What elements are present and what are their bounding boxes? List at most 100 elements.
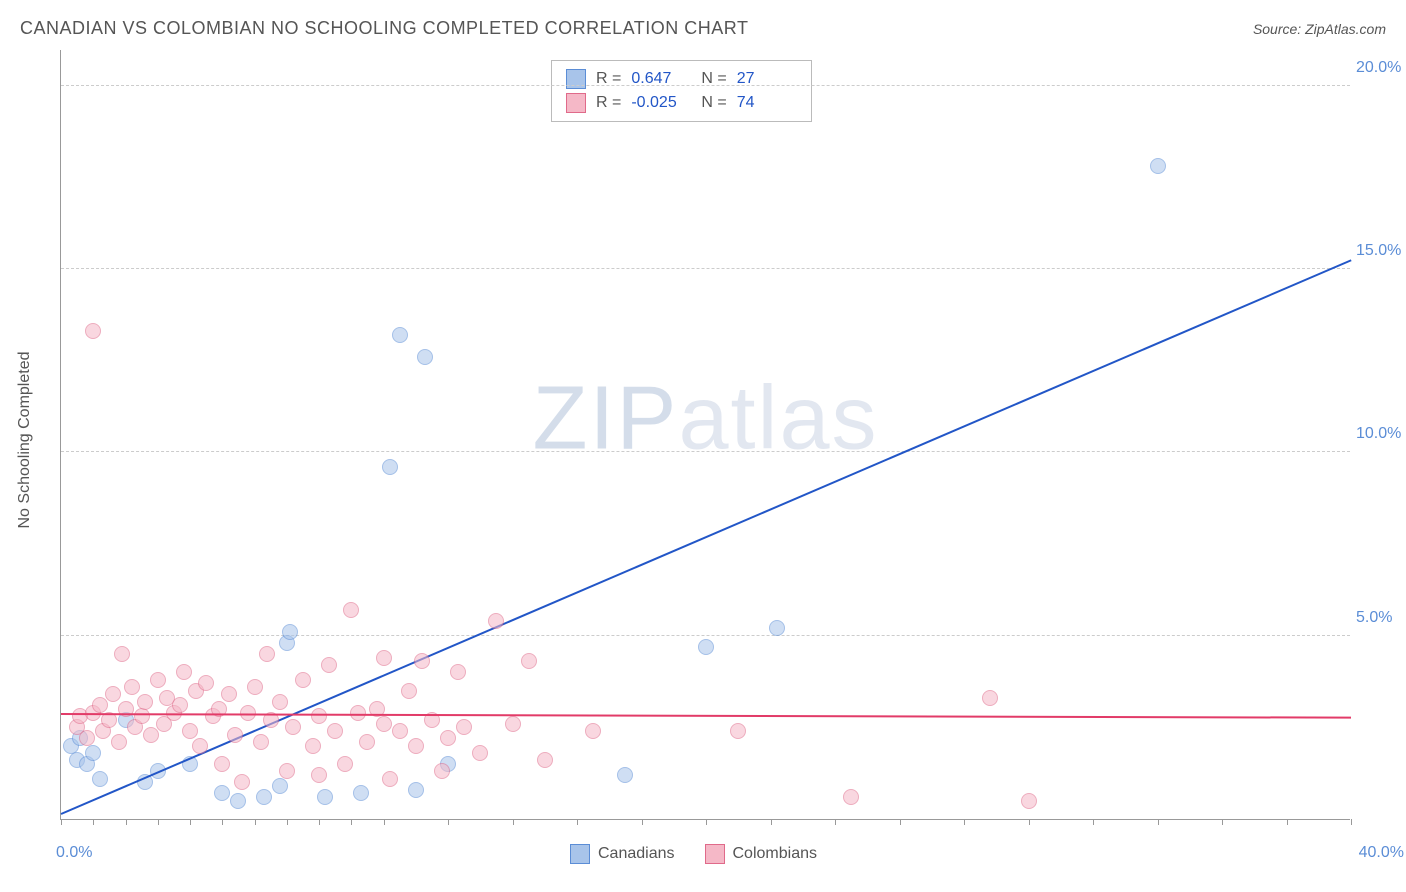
- watermark-zip: ZIP: [532, 369, 678, 469]
- data-point-colombians: [392, 723, 408, 739]
- data-point-colombians: [376, 716, 392, 732]
- data-point-colombians: [176, 664, 192, 680]
- watermark-atlas: atlas: [678, 369, 878, 469]
- data-point-colombians: [305, 738, 321, 754]
- x-tick: [190, 819, 191, 825]
- data-point-colombians: [343, 602, 359, 618]
- gridline: [61, 268, 1350, 269]
- gridline: [61, 635, 1350, 636]
- data-point-colombians: [376, 650, 392, 666]
- data-point-colombians: [327, 723, 343, 739]
- gridline: [61, 85, 1350, 86]
- data-point-colombians: [321, 657, 337, 673]
- data-point-colombians: [198, 675, 214, 691]
- x-tick: [351, 819, 352, 825]
- data-point-colombians: [488, 613, 504, 629]
- x-tick: [1158, 819, 1159, 825]
- data-point-colombians: [521, 653, 537, 669]
- data-point-canadians: [85, 745, 101, 761]
- legend-swatch-canadians: [570, 844, 590, 864]
- data-point-colombians: [311, 767, 327, 783]
- data-point-colombians: [337, 756, 353, 772]
- data-point-colombians: [150, 672, 166, 688]
- data-point-canadians: [698, 639, 714, 655]
- data-point-colombians: [401, 683, 417, 699]
- swatch-colombians: [566, 93, 586, 113]
- data-point-colombians: [440, 730, 456, 746]
- data-point-canadians: [769, 620, 785, 636]
- data-point-colombians: [259, 646, 275, 662]
- x-tick: [642, 819, 643, 825]
- data-point-canadians: [353, 785, 369, 801]
- swatch-canadians: [566, 69, 586, 89]
- data-point-colombians: [227, 727, 243, 743]
- x-tick: [513, 819, 514, 825]
- x-axis-min-label: 0.0%: [56, 844, 92, 862]
- data-point-colombians: [247, 679, 263, 695]
- x-tick: [384, 819, 385, 825]
- legend-swatch-colombians: [705, 844, 725, 864]
- data-point-colombians: [214, 756, 230, 772]
- data-point-canadians: [92, 771, 108, 787]
- data-point-colombians: [456, 719, 472, 735]
- y-tick-label: 15.0%: [1356, 242, 1406, 260]
- trendline-canadians: [61, 260, 1352, 816]
- stats-box: R = 0.647 N = 27 R = -0.025 N = 74: [551, 60, 812, 122]
- x-tick: [1351, 819, 1352, 825]
- chart-title: CANADIAN VS COLOMBIAN NO SCHOOLING COMPL…: [20, 18, 748, 39]
- x-axis-max-label: 40.0%: [1359, 844, 1404, 862]
- data-point-colombians: [92, 697, 108, 713]
- x-tick: [964, 819, 965, 825]
- data-point-colombians: [359, 734, 375, 750]
- data-point-colombians: [408, 738, 424, 754]
- watermark: ZIPatlas: [532, 368, 878, 471]
- data-point-canadians: [382, 459, 398, 475]
- data-point-colombians: [182, 723, 198, 739]
- x-tick: [158, 819, 159, 825]
- data-point-colombians: [537, 752, 553, 768]
- data-point-colombians: [105, 686, 121, 702]
- y-tick-label: 5.0%: [1356, 609, 1406, 627]
- data-point-colombians: [350, 705, 366, 721]
- data-point-colombians: [843, 789, 859, 805]
- x-tick: [900, 819, 901, 825]
- data-point-canadians: [230, 793, 246, 809]
- data-point-colombians: [285, 719, 301, 735]
- data-point-colombians: [450, 664, 466, 680]
- x-tick: [835, 819, 836, 825]
- data-point-canadians: [417, 349, 433, 365]
- data-point-canadians: [617, 767, 633, 783]
- y-tick-label: 20.0%: [1356, 59, 1406, 77]
- data-point-colombians: [505, 716, 521, 732]
- title-bar: CANADIAN VS COLOMBIAN NO SCHOOLING COMPL…: [20, 18, 1386, 39]
- data-point-canadians: [1150, 158, 1166, 174]
- stats-row-canadians: R = 0.647 N = 27: [566, 67, 797, 91]
- data-point-colombians: [234, 774, 250, 790]
- x-tick: [126, 819, 127, 825]
- legend-label-colombians: Colombians: [733, 845, 817, 863]
- data-point-colombians: [111, 734, 127, 750]
- legend-item-canadians: Canadians: [570, 844, 675, 864]
- data-point-colombians: [85, 323, 101, 339]
- data-point-canadians: [317, 789, 333, 805]
- data-point-canadians: [272, 778, 288, 794]
- gridline: [61, 451, 1350, 452]
- data-point-canadians: [282, 624, 298, 640]
- data-point-colombians: [137, 694, 153, 710]
- data-point-colombians: [311, 708, 327, 724]
- data-point-colombians: [272, 694, 288, 710]
- x-tick: [771, 819, 772, 825]
- data-point-colombians: [585, 723, 601, 739]
- x-tick: [1029, 819, 1030, 825]
- data-point-canadians: [256, 789, 272, 805]
- data-point-colombians: [114, 646, 130, 662]
- x-tick: [706, 819, 707, 825]
- x-tick: [222, 819, 223, 825]
- x-tick: [255, 819, 256, 825]
- r-label-2: R =: [596, 94, 621, 112]
- x-tick: [448, 819, 449, 825]
- legend-label-canadians: Canadians: [598, 845, 675, 863]
- legend-item-colombians: Colombians: [705, 844, 817, 864]
- data-point-colombians: [124, 679, 140, 695]
- data-point-canadians: [408, 782, 424, 798]
